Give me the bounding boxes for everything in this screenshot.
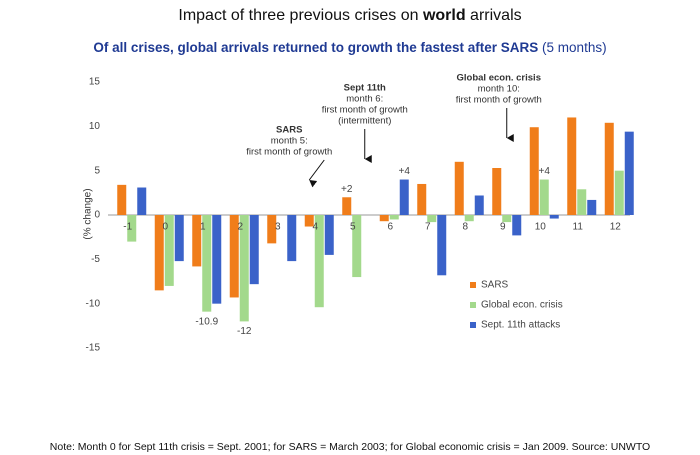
title-part: Impact of three previous crises on <box>178 7 423 24</box>
bar <box>154 215 164 291</box>
subtitle-part: Of all crises, global arrivals returned … <box>93 40 538 55</box>
legend-swatch <box>470 322 476 328</box>
y-tick-label: -5 <box>91 254 100 265</box>
x-tick-label: 8 <box>462 222 468 233</box>
bar <box>117 184 127 215</box>
annotation: month 10: <box>478 84 520 95</box>
bar <box>577 189 587 215</box>
bar <box>417 183 427 215</box>
x-tick-label: 6 <box>387 222 393 233</box>
data-label: -10.9 <box>195 316 218 327</box>
bar <box>399 179 409 215</box>
y-tick-label: 15 <box>89 77 101 88</box>
bar <box>389 215 399 220</box>
bar <box>464 215 474 222</box>
data-label: +4 <box>539 166 551 177</box>
annotation: first month of growth <box>246 147 332 158</box>
x-tick-label: 11 <box>573 222 584 233</box>
x-tick-label: 10 <box>535 222 547 233</box>
footnote: Note: Month 0 for Sept 11th crisis = Sep… <box>50 441 650 453</box>
legend-swatch <box>470 302 476 308</box>
bar <box>604 122 614 215</box>
y-tick-label: -10 <box>86 298 101 309</box>
annotation: month 6: <box>346 94 383 105</box>
bar <box>267 215 277 244</box>
x-tick-label: 5 <box>350 222 356 233</box>
annotation-arrow <box>308 159 325 188</box>
chart-subtitle: Of all crises, global arrivals returned … <box>93 40 606 55</box>
chart-title: Impact of three previous crises on world… <box>178 7 521 24</box>
bar <box>502 215 512 223</box>
x-tick-label: 2 <box>237 222 243 233</box>
bar <box>474 195 484 215</box>
legend-swatch <box>470 282 476 288</box>
bar <box>539 179 549 215</box>
bar <box>202 215 212 312</box>
bar <box>587 199 597 215</box>
data-label: +4 <box>399 166 411 177</box>
x-tick-label: 7 <box>425 222 431 233</box>
legend-label: SARS <box>481 280 509 291</box>
annotation: first month of growth <box>456 95 542 106</box>
bar <box>192 215 202 267</box>
bar <box>427 215 437 223</box>
bar <box>174 215 184 262</box>
bar <box>212 215 222 304</box>
bar <box>379 215 389 222</box>
bar <box>137 187 147 215</box>
y-tick-label: 5 <box>94 165 100 176</box>
annotation: SARS <box>276 125 302 136</box>
x-tick-label: 0 <box>162 222 168 233</box>
bar <box>352 215 362 278</box>
y-tick-label: 10 <box>89 121 101 132</box>
x-tick-label: 4 <box>312 222 318 233</box>
bar <box>529 127 539 215</box>
x-tick-label: 9 <box>500 222 506 233</box>
y-tick-label: -15 <box>86 343 101 354</box>
bar <box>437 215 447 276</box>
bar <box>314 215 324 308</box>
bar <box>492 168 502 215</box>
bar <box>127 215 137 242</box>
bar <box>454 161 464 215</box>
bar <box>229 215 239 298</box>
annotation: Global econ. crisis <box>457 73 541 84</box>
subtitle-part: (5 months) <box>538 40 606 55</box>
title-part: world <box>422 7 466 24</box>
bar <box>324 215 334 255</box>
bar <box>249 215 259 285</box>
legend-label: Global econ. crisis <box>481 300 563 311</box>
x-tick-label: 12 <box>610 222 622 233</box>
bar <box>624 131 634 215</box>
y-axis-label: (% change) <box>83 188 94 239</box>
x-tick-label: -1 <box>123 222 132 233</box>
legend-label: Sept. 11th attacks <box>481 320 560 331</box>
bar <box>614 170 624 215</box>
annotation: Sept 11th <box>344 83 386 94</box>
bar <box>239 215 249 322</box>
x-tick-label: 1 <box>200 222 206 233</box>
bar <box>512 215 522 236</box>
bar <box>164 215 174 286</box>
title-part: arrivals <box>466 7 522 24</box>
data-label: -12 <box>237 326 252 337</box>
bar <box>342 197 352 215</box>
bar <box>549 215 559 219</box>
annotation: first month of growth <box>322 105 408 116</box>
bar <box>567 117 577 215</box>
bar <box>304 215 314 227</box>
x-tick-label: 3 <box>275 222 281 233</box>
annotation: month 5: <box>271 136 308 147</box>
annotation: (intermittent) <box>338 116 391 127</box>
bar <box>287 215 297 262</box>
data-label: +2 <box>341 184 353 195</box>
y-tick-label: 0 <box>94 210 100 221</box>
